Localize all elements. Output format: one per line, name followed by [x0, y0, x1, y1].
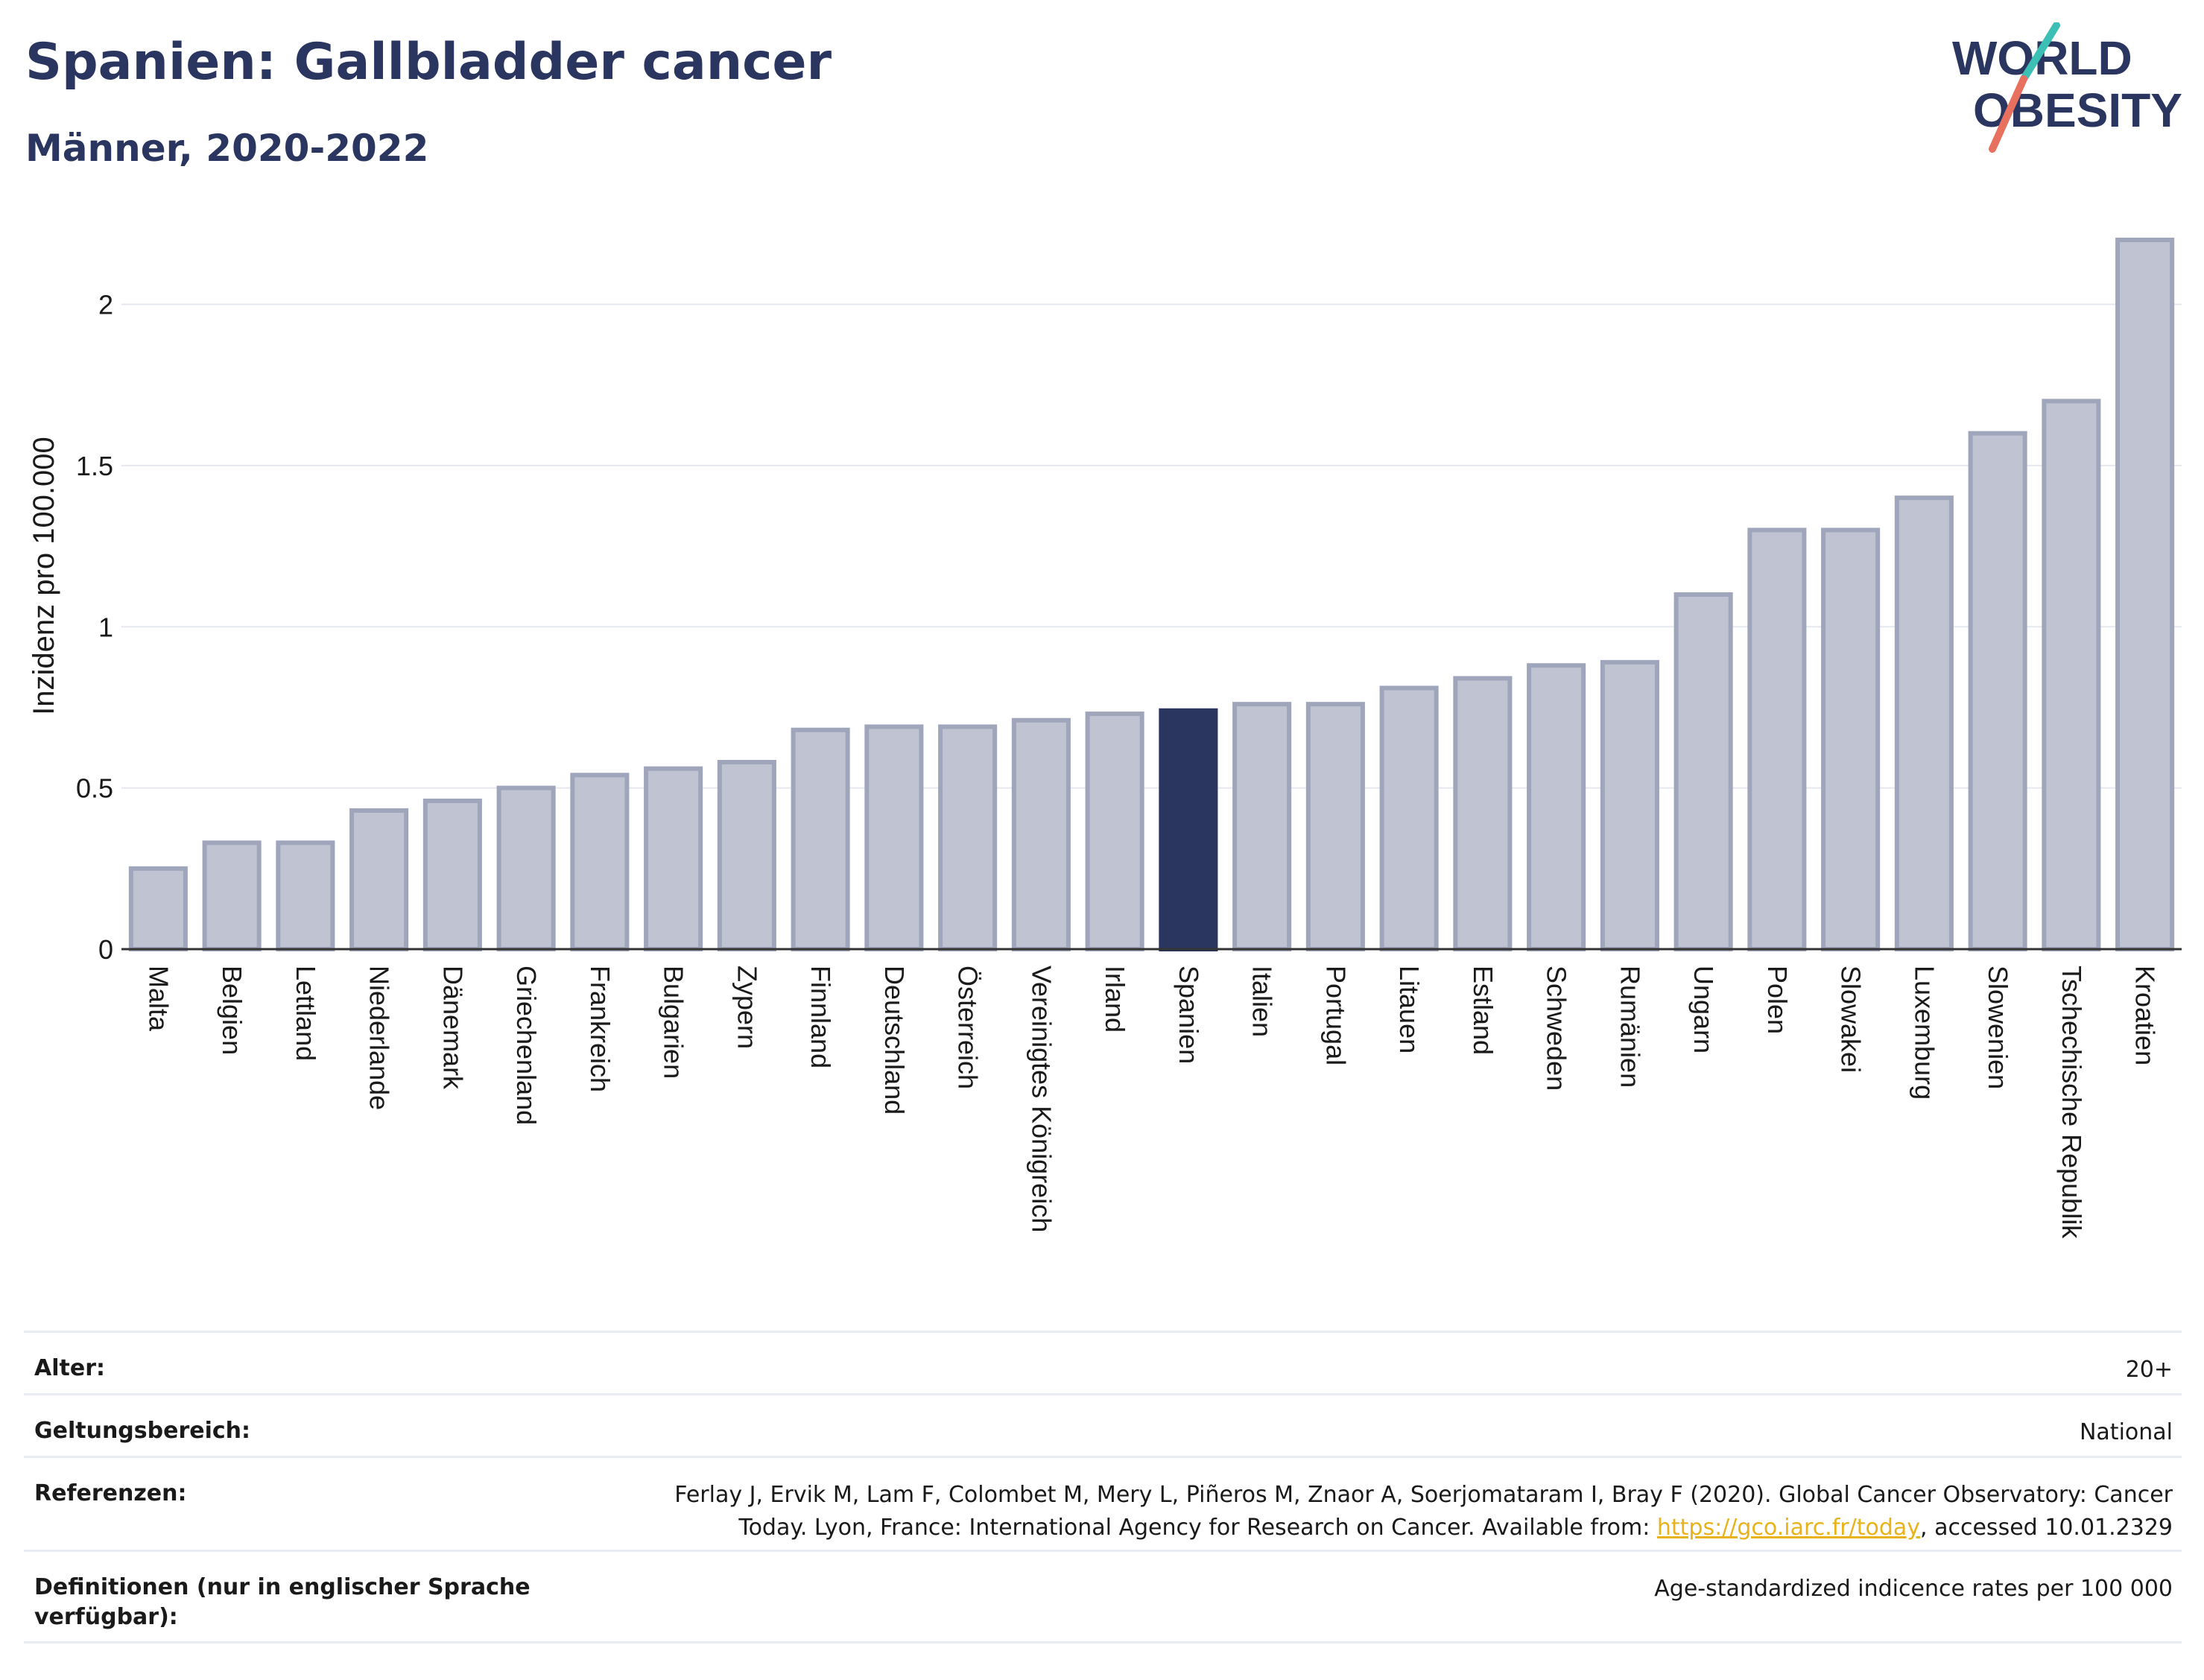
- metadata-table: Alter: 20+ Geltungsbereich: National Ref…: [24, 1331, 2182, 1643]
- bar-irland: [1085, 711, 1144, 951]
- references-link[interactable]: https://gco.iarc.fr/today: [1656, 1515, 1921, 1541]
- y-tick-label: 1.5: [76, 451, 113, 481]
- meta-scope-label: Geltungsbereich:: [34, 1418, 251, 1444]
- meta-row-age: Alter: 20+: [24, 1331, 2182, 1393]
- bar-slowenien: [1968, 431, 2027, 951]
- bar-portugal: [1305, 702, 1365, 951]
- bar-estland: [1453, 676, 1513, 951]
- bar-griechenland: [496, 785, 556, 951]
- bar-chart: 0 0.5 1 1.5 2 Malta Belgien Lettland Niederland…: [28, 238, 2182, 1239]
- x-tick-label: Estland: [1468, 966, 1498, 1055]
- bar-litauen: [1379, 685, 1439, 951]
- bar-spanien: [1159, 708, 1218, 951]
- x-tick-label: Bulgarien: [659, 966, 689, 1079]
- bar-österreich: [938, 724, 998, 951]
- references-line-2-end: , accessed 10.01.2329: [1920, 1515, 2173, 1541]
- bar-vereinigtes-königreich: [1011, 717, 1071, 951]
- bar-bulgarien: [644, 766, 703, 951]
- x-tick-label: Portugal: [1320, 966, 1351, 1065]
- bar-zypern: [717, 760, 776, 951]
- y-tick-label: 0: [98, 934, 113, 965]
- x-tick-label: Deutschland: [879, 966, 910, 1115]
- page-subtitle: Männer, 2020-2022: [25, 127, 429, 170]
- references-line-2: Today. Lyon, France: International Agenc…: [738, 1515, 1657, 1541]
- bar-rumänien: [1600, 659, 1659, 951]
- logo-slash-teal: [2020, 22, 2060, 83]
- x-tick-label: Finnland: [805, 966, 836, 1068]
- meta-scope-value: National: [2079, 1419, 2173, 1445]
- x-tick-label: Slowenien: [1983, 966, 2013, 1089]
- meta-age-value: 20+: [2125, 1357, 2173, 1383]
- bar-belgien: [202, 840, 262, 951]
- bars: [128, 238, 2175, 952]
- x-tick-label: Griechenland: [511, 966, 542, 1125]
- bar-niederlande: [349, 808, 409, 951]
- logo-line-world: WORLD: [1952, 31, 2132, 85]
- bar-polen: [1747, 527, 1807, 951]
- bar-frankreich: [570, 773, 630, 951]
- bar-kroatien: [2115, 238, 2175, 951]
- bar-deutschland: [864, 724, 924, 951]
- meta-definitions-label: Definitionen (nur in englischer Sprache …: [34, 1574, 531, 1630]
- page-title: Spanien: Gallbladder cancer: [25, 33, 832, 92]
- world-obesity-logo: WORLD OBESITY: [1952, 22, 2182, 153]
- logo-slash-coral: [1989, 75, 2027, 153]
- bar-lettland: [276, 840, 335, 951]
- y-tick-label: 1: [98, 612, 113, 642]
- bar-luxemburg: [1894, 495, 1954, 951]
- x-tick-label: Vereinigtes Königreich: [1026, 966, 1057, 1232]
- x-tick-label: Ungarn: [1688, 966, 1719, 1053]
- x-tick-label: Irland: [1100, 966, 1130, 1033]
- x-tick-label: Belgien: [217, 966, 247, 1055]
- x-tick-label: Litauen: [1394, 966, 1425, 1053]
- meta-age-label: Alter:: [34, 1355, 105, 1381]
- meta-row-scope: Geltungsbereich: National: [24, 1393, 2182, 1456]
- bar-malta: [128, 866, 188, 952]
- meta-definitions-value: Age-standardized indicence rates per 100…: [1654, 1576, 2173, 1602]
- x-tick-label: Dänemark: [437, 966, 468, 1090]
- bar-ungarn: [1673, 592, 1733, 951]
- x-tick-label: Frankreich: [585, 966, 615, 1092]
- x-tick-label: Zypern: [732, 966, 762, 1049]
- x-tick-label: Malta: [143, 966, 174, 1032]
- bar-schweden: [1527, 663, 1586, 951]
- bar-italien: [1232, 702, 1292, 951]
- bar-slowakei: [1821, 527, 1881, 951]
- x-tick-label: Schweden: [1542, 966, 1572, 1091]
- meta-references-label: Referenzen:: [34, 1480, 187, 1506]
- y-tick-label: 2: [98, 290, 113, 320]
- x-tick-label: Rumänien: [1615, 966, 1645, 1088]
- references-line-1: Ferlay J, Ervik M, Lam F, Colombet M, Me…: [674, 1482, 2173, 1508]
- meta-row-references: Referenzen: Ferlay J, Ervik M, Lam F, Co…: [24, 1456, 2182, 1550]
- y-tick-label: 0.5: [76, 773, 113, 804]
- meta-row-definitions: Definitionen (nur in englischer Sprache …: [24, 1550, 2182, 1643]
- x-axis-labels: Malta Belgien Lettland Niederlande Dänemark G…: [143, 966, 2160, 1239]
- y-axis-ticks: 0 0.5 1 1.5 2: [76, 290, 113, 965]
- y-axis-title: Inzidenz pro 100.000: [28, 437, 60, 715]
- x-tick-label: Italien: [1247, 966, 1278, 1037]
- x-tick-label: Slowakei: [1836, 966, 1866, 1073]
- bar-tschechische-republik: [2042, 399, 2101, 951]
- x-tick-label: Österreich: [953, 966, 984, 1089]
- x-tick-label: Lettland: [291, 966, 321, 1061]
- bar-finnland: [791, 727, 850, 952]
- x-tick-label: Tschechische Republik: [2056, 966, 2087, 1239]
- x-tick-label: Luxemburg: [1909, 966, 1939, 1100]
- x-tick-label: Niederlande: [364, 966, 395, 1110]
- meta-references-value: Ferlay J, Ervik M, Lam F, Colombet M, Me…: [674, 1479, 2173, 1544]
- x-tick-label: Spanien: [1174, 966, 1204, 1064]
- bar-dänemark: [422, 798, 482, 951]
- x-tick-label: Kroatien: [2130, 966, 2161, 1065]
- x-tick-label: Polen: [1762, 966, 1793, 1034]
